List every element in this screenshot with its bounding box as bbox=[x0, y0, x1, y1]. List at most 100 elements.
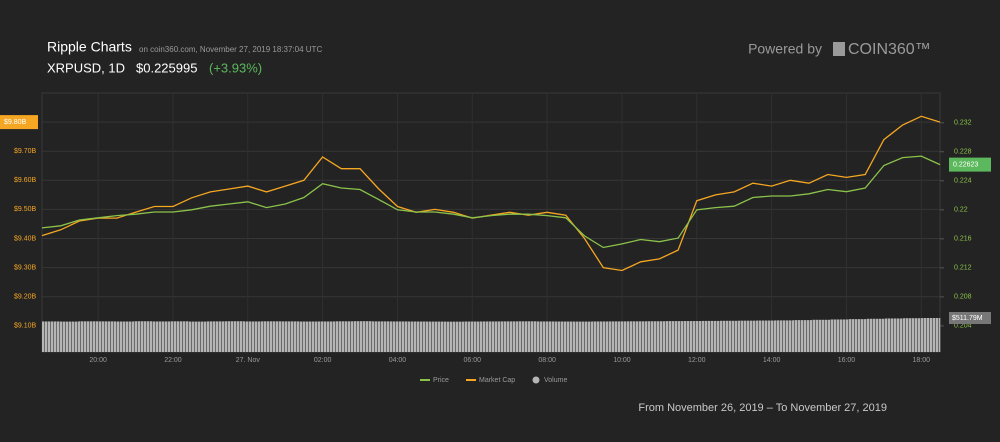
current-price: $0.225995 bbox=[136, 60, 197, 75]
x-tick-label: 10:00 bbox=[613, 357, 631, 364]
chart-subtitle: on coin360.com, November 27, 2019 18:37:… bbox=[139, 45, 322, 54]
y2-tick-label: 0.208 bbox=[954, 294, 972, 301]
market-cap-tag bbox=[0, 115, 38, 130]
x-tick-label: 20:00 bbox=[89, 357, 107, 364]
y-tick-label: $9.40B bbox=[14, 235, 37, 242]
volume-bar bbox=[793, 320, 813, 352]
volume-bar bbox=[151, 321, 171, 352]
chart-title: Ripple Charts bbox=[47, 39, 132, 55]
y-tick-label: $9.50B bbox=[14, 206, 37, 213]
volume-bar bbox=[170, 321, 189, 352]
y-tick-label: $9.30B bbox=[14, 264, 37, 271]
volume-bar bbox=[775, 320, 794, 352]
series-line bbox=[41, 155, 941, 249]
volume-bar bbox=[830, 319, 849, 352]
x-tick-label: 22:00 bbox=[164, 357, 182, 364]
volume-bar bbox=[756, 320, 776, 352]
y2-tick-label: 0.232 bbox=[954, 120, 972, 127]
x-tick-label: 14:00 bbox=[763, 357, 781, 364]
volume-bar bbox=[610, 321, 629, 352]
y-tick-label: $9.70B bbox=[14, 148, 37, 155]
volume-bar bbox=[60, 321, 79, 352]
volume-bar bbox=[628, 321, 648, 352]
volume-bar bbox=[866, 318, 886, 352]
volume-bar bbox=[445, 321, 464, 352]
x-tick-label: 02:00 bbox=[314, 357, 332, 364]
volume-bar bbox=[738, 320, 758, 352]
volume-bar bbox=[463, 321, 483, 352]
volume-bar bbox=[720, 320, 739, 352]
volume-bar bbox=[811, 319, 831, 352]
volume-bar bbox=[903, 318, 922, 352]
volume-bar bbox=[133, 321, 153, 352]
volume-bar bbox=[371, 321, 391, 352]
volume-bar bbox=[591, 321, 611, 352]
price-tag-label: 0.22623 bbox=[953, 161, 978, 168]
legend-label[interactable]: Price bbox=[433, 377, 449, 384]
volume-bar bbox=[408, 321, 428, 352]
volume-bar bbox=[335, 321, 354, 352]
market-cap-tag-label: $9.80B bbox=[4, 119, 27, 126]
logo-icon bbox=[833, 42, 845, 56]
powered-by: Powered by bbox=[748, 41, 822, 57]
volume-bar bbox=[353, 321, 373, 352]
volume-bar bbox=[646, 321, 666, 352]
volume-bar bbox=[115, 321, 134, 352]
legend-label[interactable]: Market Cap bbox=[479, 377, 515, 384]
price-tag bbox=[949, 157, 991, 172]
y-tick-label: $9.60B bbox=[14, 177, 37, 184]
volume-bar bbox=[316, 321, 336, 352]
volume-bar bbox=[96, 321, 116, 352]
volume-bar bbox=[665, 321, 684, 352]
volume-bar bbox=[885, 318, 904, 352]
x-tick-label: 18:00 bbox=[913, 357, 931, 364]
x-tick-label: 04:00 bbox=[389, 357, 407, 364]
y2-tick-label: 0.22 bbox=[954, 207, 968, 214]
y2-tick-label: 0.216 bbox=[954, 236, 972, 243]
volume-bar bbox=[261, 321, 281, 352]
volume-bar bbox=[243, 321, 263, 352]
plot-layer: $9.10B $9.20B $9.30B $9.40B $9.50B $9.60B $9.7… bbox=[0, 92, 991, 384]
legend-label[interactable]: Volume bbox=[544, 377, 567, 384]
price-change: (+3.93%) bbox=[209, 60, 262, 75]
volume-bar bbox=[500, 321, 519, 352]
volume-bar bbox=[426, 321, 446, 352]
volume-tag bbox=[949, 312, 991, 324]
volume-bar bbox=[42, 321, 61, 352]
volume-bar bbox=[188, 321, 208, 352]
x-tick-label: 06:00 bbox=[464, 357, 482, 364]
volume-bar bbox=[390, 321, 409, 352]
volume-bar bbox=[701, 320, 721, 352]
y2-tick-label: 0.212 bbox=[954, 265, 972, 272]
x-tick-label: 16:00 bbox=[838, 357, 856, 364]
volume-bar bbox=[280, 321, 299, 352]
x-tick-label: 08:00 bbox=[538, 357, 556, 364]
y2-tick-label: 0.224 bbox=[954, 178, 972, 185]
volume-bar bbox=[225, 321, 244, 352]
volume-bar bbox=[518, 321, 538, 352]
y-tick-label: $9.20B bbox=[14, 294, 37, 301]
date-range: From November 26, 2019 – To November 27,… bbox=[638, 402, 887, 414]
volume-bar bbox=[78, 321, 98, 352]
logo: COIN360™ bbox=[848, 41, 931, 58]
x-tick-label: 27. Nov bbox=[236, 357, 261, 364]
volume-bar bbox=[921, 318, 941, 352]
y2-tick-label: 0.204 bbox=[954, 323, 972, 330]
y2-tick-label: 0.228 bbox=[954, 149, 972, 156]
volume-bar bbox=[298, 321, 318, 352]
volume-bar bbox=[848, 319, 867, 352]
volume-tag-label: $511.79M bbox=[952, 315, 983, 322]
volume-bar bbox=[481, 321, 501, 352]
x-tick-label: 12:00 bbox=[688, 357, 706, 364]
legend-marker bbox=[532, 376, 540, 384]
y-tick-label: $9.10B bbox=[14, 323, 37, 330]
volume-bar bbox=[206, 321, 226, 352]
volume-bar bbox=[573, 321, 593, 352]
volume-bar bbox=[555, 321, 574, 352]
symbol: XRPUSD, 1D bbox=[47, 60, 125, 75]
volume-bar bbox=[536, 321, 556, 352]
volume-bar bbox=[683, 321, 703, 352]
